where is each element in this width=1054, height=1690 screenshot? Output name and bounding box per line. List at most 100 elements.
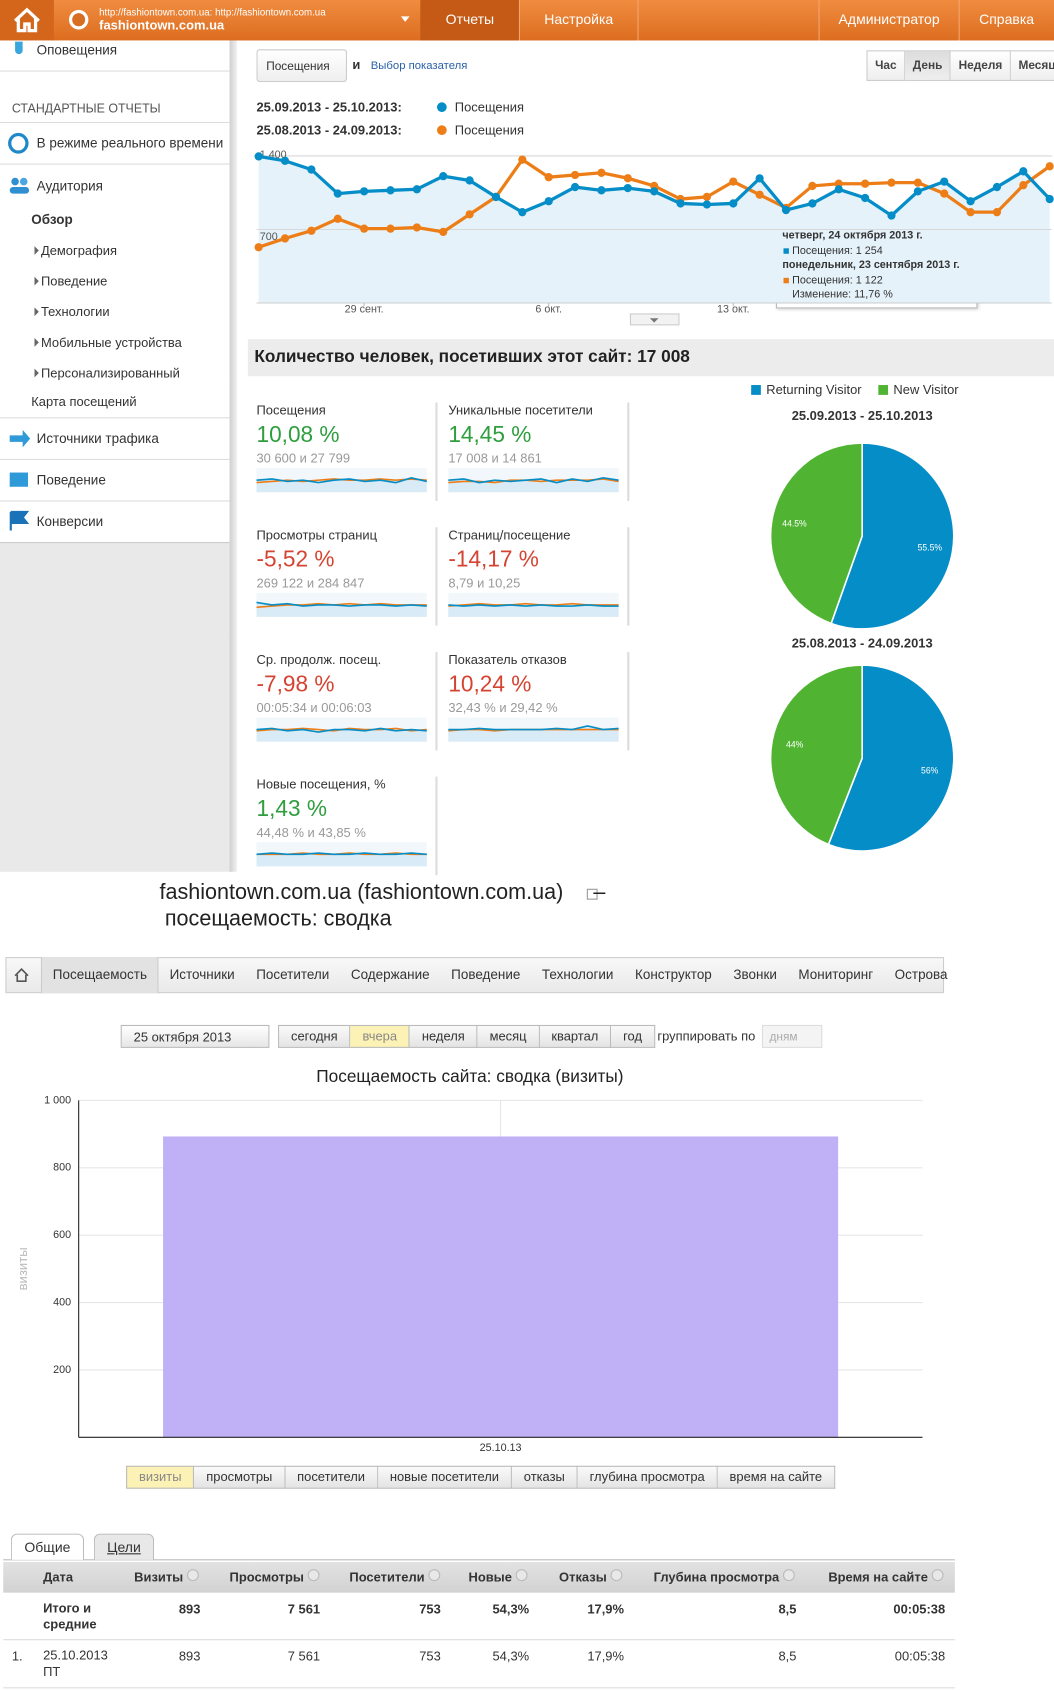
legend-name: Посещения <box>454 99 525 115</box>
metric-button[interactable]: отказы <box>511 1465 578 1489</box>
section-title: СТАНДАРТНЫЕ ОТЧЕТЫ <box>11 102 161 116</box>
nav-bar <box>5 957 945 994</box>
metric-button[interactable]: новые посетители <box>377 1465 512 1489</box>
sidebar-item[interactable]: Карта посещений <box>31 393 137 410</box>
x-tick-label: 25.10.13 <box>480 1442 522 1454</box>
period-button[interactable]: День <box>905 50 952 81</box>
data-point <box>360 224 369 233</box>
period-button[interactable]: вчера <box>350 1024 411 1048</box>
y-tick-label: 400 <box>53 1296 71 1308</box>
nav-item[interactable]: Конструктор <box>634 966 712 983</box>
sidebar-edge <box>229 40 238 872</box>
tooltip-key <box>783 248 789 254</box>
data-point <box>861 193 870 203</box>
metric-name: Просмотры страниц <box>256 527 377 543</box>
popup-icon <box>586 888 598 900</box>
sidebar-item[interactable]: Оповещения <box>36 42 118 58</box>
table-header-bg <box>3 1562 955 1593</box>
period-button[interactable]: квартал <box>539 1024 612 1048</box>
column-header: Дата <box>43 1569 74 1585</box>
top-tab[interactable]: Настройка <box>544 10 614 28</box>
top-link[interactable]: Справка <box>979 10 1035 28</box>
group-select[interactable]: дням <box>761 1024 823 1048</box>
pie-label: 55.5% <box>918 542 943 552</box>
data-point <box>702 200 712 209</box>
nav-item[interactable]: Звонки <box>733 966 777 983</box>
metric-select[interactable]: Посещения <box>256 49 348 83</box>
expand-arrow <box>34 276 39 286</box>
expand-arrow <box>34 307 39 317</box>
period-button[interactable]: Час <box>866 50 906 81</box>
data-point <box>544 173 553 182</box>
bar <box>163 1136 839 1438</box>
data-point <box>676 199 685 208</box>
period-button[interactable]: Месяц <box>1010 50 1054 81</box>
report-title-dash: – <box>593 880 606 905</box>
home-button[interactable] <box>0 0 54 41</box>
data-point <box>570 182 580 192</box>
metric-button[interactable]: просмотры <box>194 1465 286 1489</box>
period-button[interactable]: Неделя <box>951 50 1011 81</box>
period-button[interactable]: год <box>611 1024 655 1048</box>
nav-item[interactable]: Мониторинг <box>798 966 874 983</box>
audience-icon <box>11 177 19 186</box>
nav-item[interactable]: Поведение <box>451 966 521 983</box>
pie-label: 44% <box>786 739 804 749</box>
sidebar-subitem[interactable]: Персонализированный <box>40 365 180 381</box>
top-link[interactable]: Администратор <box>838 10 940 28</box>
pie-slice <box>827 664 955 852</box>
date-picker[interactable]: 25 октября 2013 <box>120 1024 270 1048</box>
nav-item[interactable]: Источники <box>169 966 235 983</box>
table-tab[interactable]: Общие <box>10 1533 85 1560</box>
nav-item[interactable]: Острова <box>894 966 948 983</box>
pie-title: 25.09.2013 - 25.10.2013 <box>791 408 933 424</box>
sidebar-item[interactable]: Конверсии <box>36 514 104 530</box>
sidebar-subitem[interactable]: Мобильные устройства <box>40 334 182 351</box>
nav-item[interactable]: Посетители <box>256 966 330 983</box>
nav-item[interactable]: Технологии <box>541 966 614 983</box>
metric-name: Ср. продолж. посещ. <box>256 651 382 668</box>
table-cell: 7 561 <box>287 1648 321 1664</box>
home-icon <box>14 7 40 33</box>
data-point <box>1019 181 1028 190</box>
data-point <box>781 205 791 215</box>
metric-link[interactable]: Выбор показателя <box>370 59 468 73</box>
period-button[interactable]: сегодня <box>278 1024 351 1048</box>
table-tab[interactable]: Цели <box>93 1533 155 1560</box>
data-point <box>386 224 395 233</box>
table-cell: 54,3% <box>492 1601 530 1617</box>
metric-button[interactable]: визиты <box>126 1465 195 1489</box>
sidebar-item[interactable]: Аудитория <box>36 178 103 194</box>
data-point <box>966 208 975 217</box>
behavior-icon <box>9 472 29 487</box>
period-button[interactable]: месяц <box>477 1024 540 1048</box>
nav-item[interactable]: Посещаемость <box>40 957 159 994</box>
sidebar-item[interactable]: Обзор <box>31 212 73 228</box>
globe-icon-inner <box>72 13 86 27</box>
nav-item[interactable]: Содержание <box>350 966 430 983</box>
data-point <box>333 189 342 198</box>
site-name: fashiontown.com.ua <box>99 17 225 33</box>
period-group: Час День Неделя Месяц <box>866 50 1054 81</box>
period-button[interactable]: неделя <box>410 1024 478 1048</box>
help-icon <box>782 1569 795 1582</box>
sidebar-subitem[interactable]: Демография <box>40 242 117 259</box>
top-tab[interactable]: Отчеты <box>445 10 495 28</box>
sidebar-item[interactable]: В режиме реального времени <box>36 135 224 151</box>
sidebar-item[interactable]: Поведение <box>36 472 106 488</box>
sidebar-subitem[interactable]: Технологии <box>40 304 110 320</box>
metric-button[interactable]: посетители <box>285 1465 378 1489</box>
metric-change: 10,08 % <box>256 422 340 448</box>
metric-comparison: 44,48 % и 43,85 % <box>256 824 366 841</box>
metric-button[interactable]: время на сайте <box>717 1465 835 1489</box>
column-header: Визиты <box>134 1569 184 1585</box>
sidebar-subitem[interactable]: Поведение <box>40 273 108 289</box>
data-point <box>360 187 369 196</box>
icons <box>0 0 960 1689</box>
sidebar-item[interactable]: Источники трафика <box>36 430 159 447</box>
data-point <box>887 211 896 220</box>
period-group: сегодня вчера неделя месяц квартал год <box>278 1024 655 1048</box>
metric-button[interactable]: глубина просмотра <box>577 1465 718 1489</box>
data-point <box>439 227 448 237</box>
